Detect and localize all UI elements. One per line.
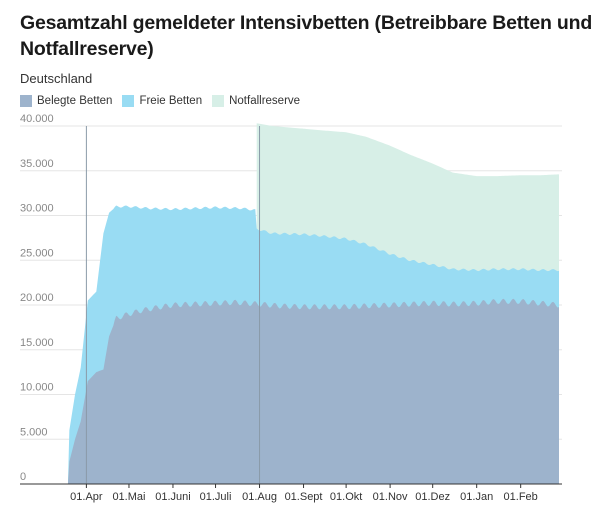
y-tick-label: 5.000 — [20, 426, 48, 438]
y-tick-label: 0 — [20, 471, 26, 483]
legend-swatch-notfall — [212, 95, 225, 107]
x-tick-label: 01.Sept — [285, 491, 323, 503]
y-tick-label: 10.000 — [20, 382, 54, 394]
y-tick-label: 40.000 — [20, 113, 54, 125]
chart-title: Gesamtzahl gemeldeter Intensivbetten (Be… — [20, 12, 593, 60]
x-tick-label: 01.Feb — [504, 491, 538, 503]
y-tick-labels: 0 5.000 10.000 15.000 20.000 25.000 30.000 35.0… — [20, 113, 54, 483]
area-belegte-betten — [67, 298, 560, 484]
y-tick-label: 15.000 — [20, 337, 54, 349]
x-tick-label: 01.Nov — [373, 491, 408, 503]
x-tick-labels: 01.Apr 01.Mai 01.Juni 01.Juli 01.Aug 01.Sept 0… — [70, 484, 538, 503]
y-tick-label: 25.000 — [20, 247, 54, 259]
legend-label-belegte: Belegte Betten — [37, 95, 113, 107]
legend-item-belegte: Belegte Betten — [20, 95, 112, 107]
x-tick-label: 01.Apr — [70, 491, 103, 503]
x-tick-label: 01.Juni — [155, 491, 190, 503]
legend-item-freie: Freie Betten — [122, 95, 202, 107]
chart-subtitle: Deutschland — [20, 71, 93, 86]
x-tick-label: 01.Dez — [415, 491, 450, 503]
x-tick-label: 01.Mai — [112, 491, 145, 503]
legend: Belegte Betten Freie Betten Notfallreser… — [20, 95, 310, 107]
y-tick-label: 30.000 — [20, 203, 54, 215]
legend-swatch-belegte — [20, 95, 32, 107]
y-tick-label: 35.000 — [20, 158, 54, 170]
legend-label-notfall: Notfallreserve — [229, 95, 301, 107]
x-tick-label: 01.Jan — [460, 491, 493, 503]
x-tick-label: 01.Juli — [200, 491, 232, 503]
marker-layer — [20, 126, 562, 485]
x-tick-label: 01.Aug — [242, 491, 277, 503]
legend-item-notfall: Notfallreserve — [212, 95, 300, 107]
x-tick-label: 01.Okt — [330, 491, 362, 503]
area-layer — [67, 123, 560, 484]
y-tick-label: 20.000 — [20, 292, 54, 304]
legend-swatch-freie — [122, 95, 135, 107]
legend-label-freie: Freie Betten — [139, 95, 203, 107]
